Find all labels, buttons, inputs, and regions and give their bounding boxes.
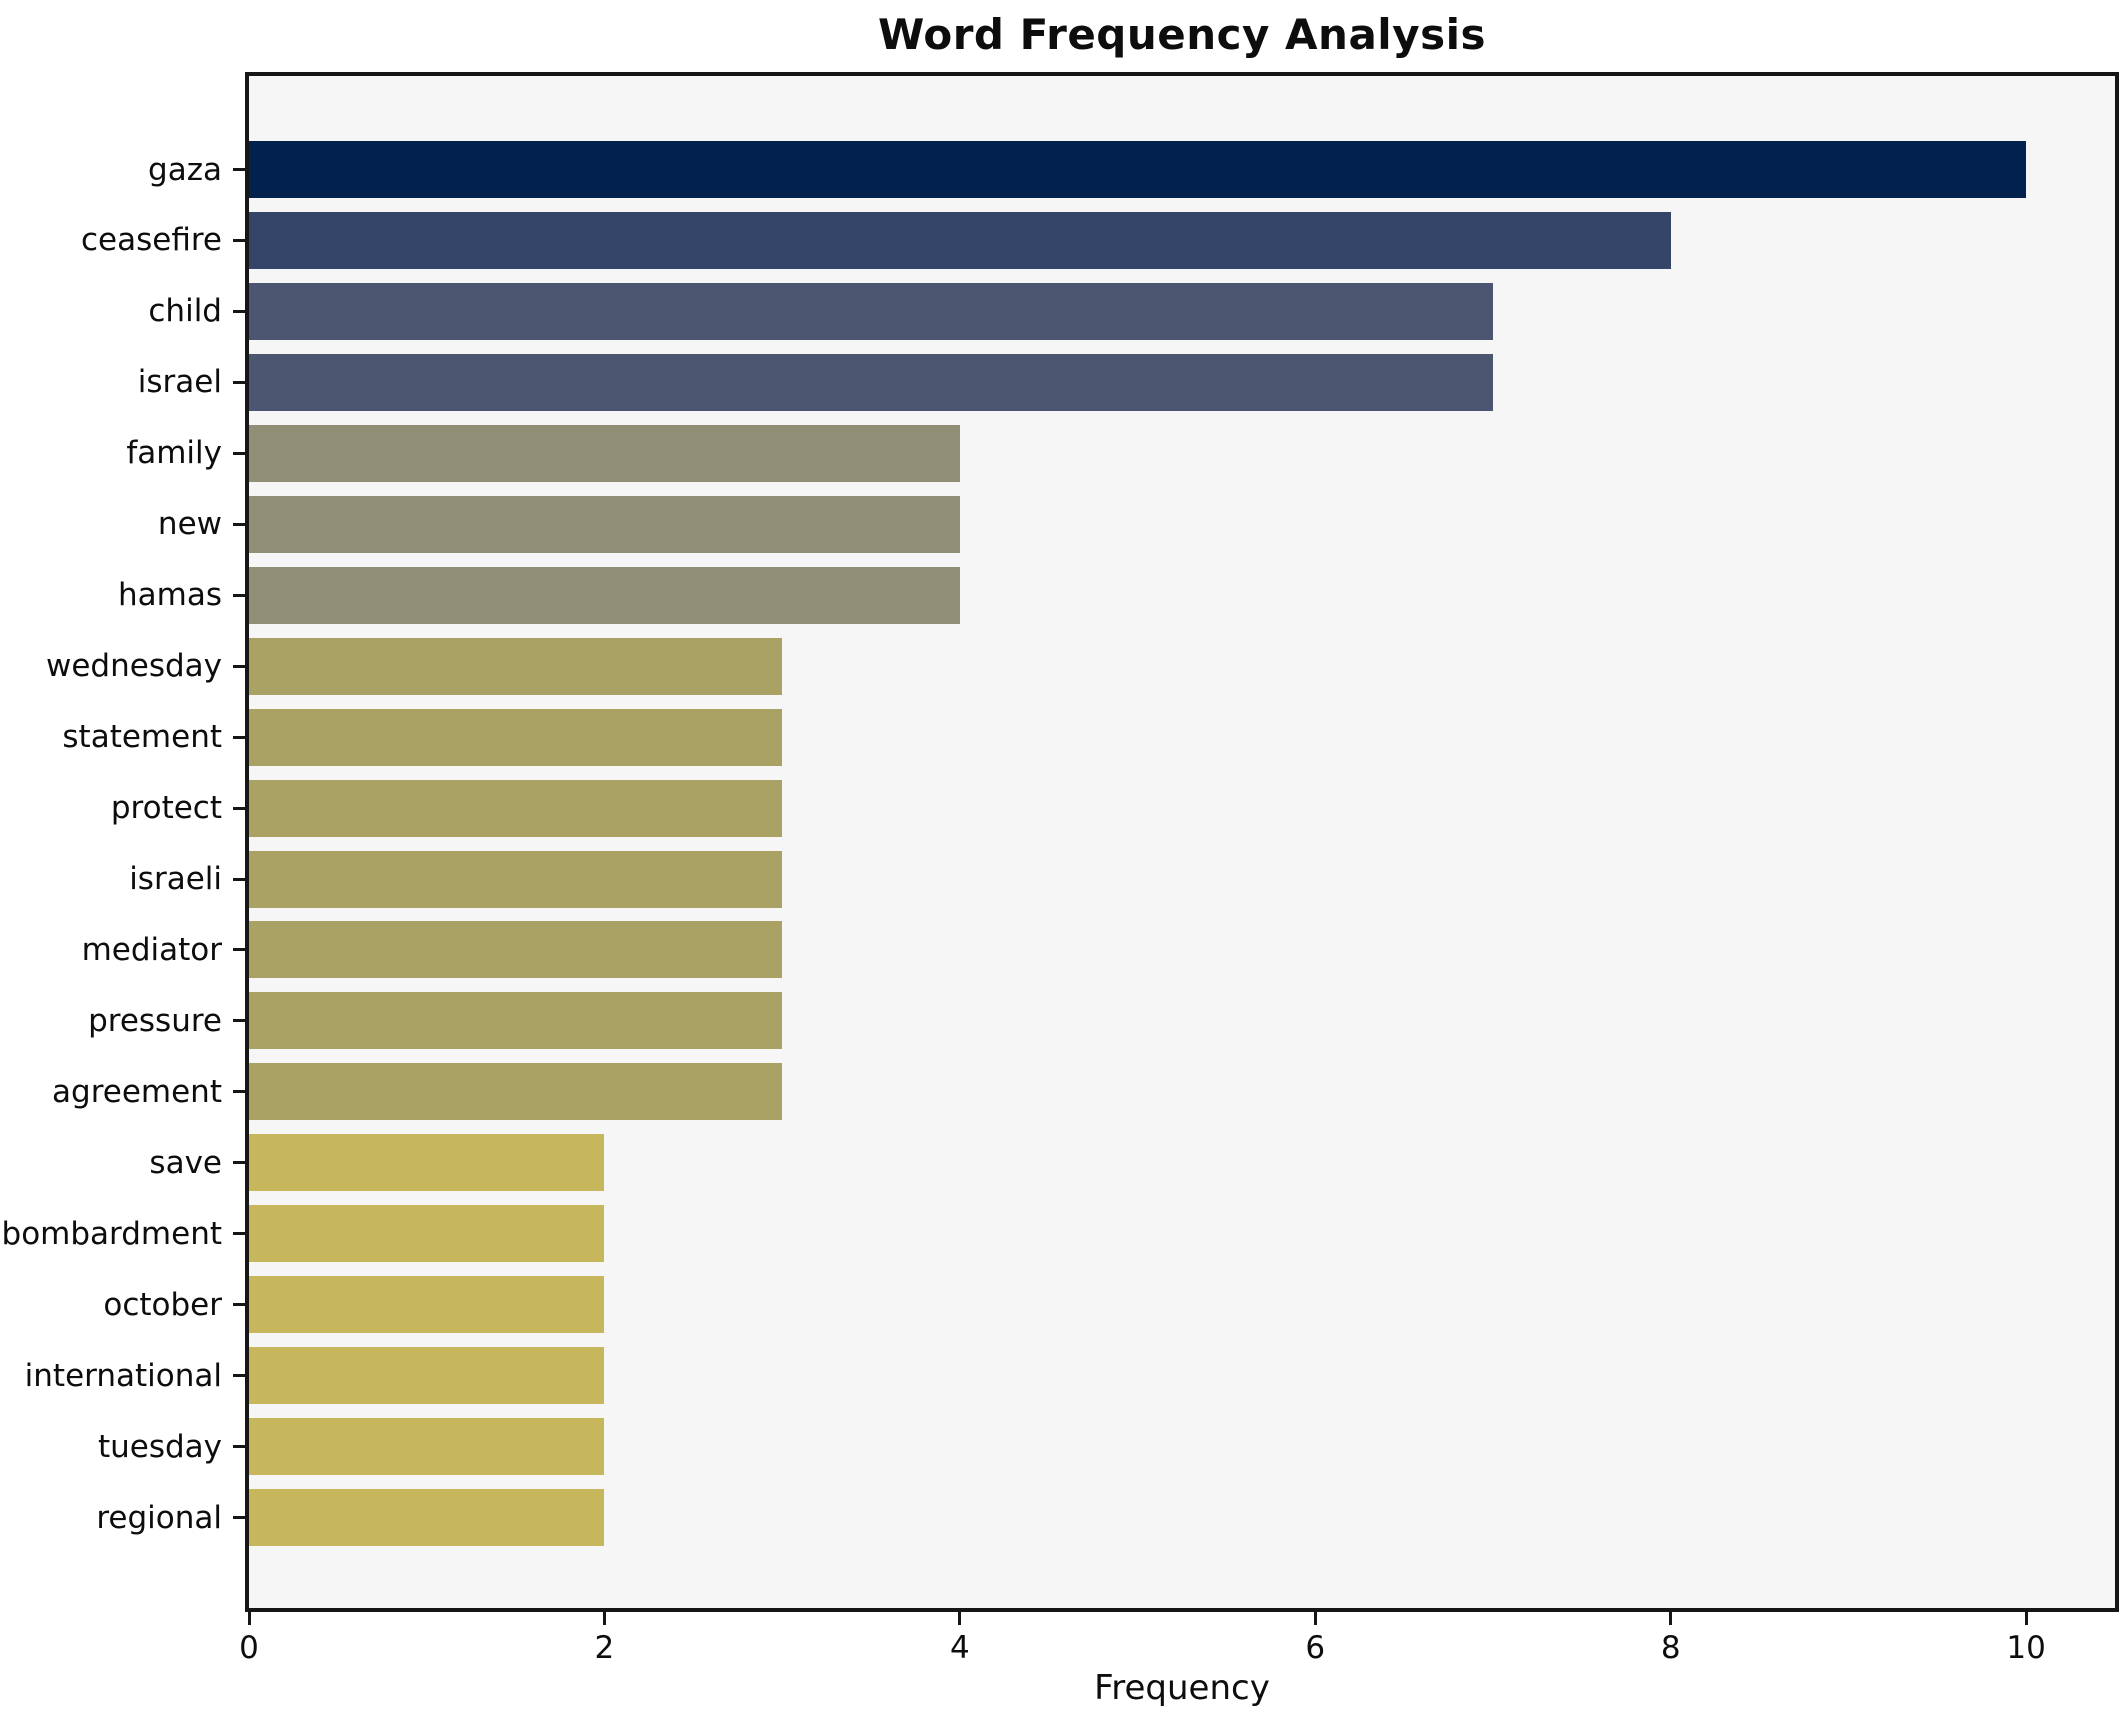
y-tick-label-protect: protect — [110, 790, 222, 827]
bar-october — [249, 1276, 605, 1334]
y-tick-label-ceasefire: ceasefire — [81, 222, 222, 259]
y-tick-label-october: october — [103, 1286, 222, 1323]
x-tick-6 — [1313, 1612, 1317, 1625]
bar-ceasefire — [249, 211, 1671, 269]
bar-israeli — [249, 850, 783, 908]
y-tick-family — [233, 451, 245, 455]
y-tick-label-family: family — [126, 435, 222, 472]
y-tick-bombardment — [233, 1232, 245, 1236]
y-tick-label-statement: statement — [62, 719, 222, 756]
y-tick-label-new: new — [157, 506, 222, 543]
bar-bombardment — [249, 1205, 605, 1263]
y-tick-save — [233, 1161, 245, 1165]
x-tick-8 — [1669, 1612, 1673, 1625]
y-tick-label-tuesday: tuesday — [97, 1428, 222, 1465]
x-tick-label-4: 4 — [949, 1630, 970, 1666]
x-tick-0 — [247, 1612, 251, 1625]
y-tick-mediator — [233, 948, 245, 952]
x-tick-label-6: 6 — [1305, 1630, 1326, 1666]
bar-child — [249, 282, 1493, 340]
y-tick-regional — [233, 1516, 245, 1520]
bar-mediator — [249, 921, 783, 979]
y-tick-statement — [233, 735, 245, 739]
bar-protect — [249, 779, 783, 837]
y-tick-wednesday — [233, 664, 245, 668]
bar-wednesday — [249, 637, 783, 695]
y-tick-tuesday — [233, 1445, 245, 1449]
bar-israel — [249, 353, 1493, 411]
x-tick-label-0: 0 — [239, 1630, 259, 1666]
x-tick-2 — [602, 1612, 606, 1625]
bar-agreement — [249, 1063, 783, 1121]
y-tick-label-regional: regional — [96, 1499, 222, 1536]
x-axis-label: Frequency — [1094, 1668, 1270, 1708]
y-tick-label-bombardment: bombardment — [1, 1215, 222, 1252]
bar-regional — [249, 1489, 605, 1547]
y-tick-israel — [233, 380, 245, 384]
y-tick-label-save: save — [149, 1144, 222, 1181]
bar-save — [249, 1134, 605, 1192]
y-tick-label-israel: israel — [137, 364, 222, 401]
bar-hamas — [249, 566, 960, 624]
bar-new — [249, 495, 960, 553]
bar-pressure — [249, 992, 783, 1050]
y-tick-ceasefire — [233, 238, 245, 242]
y-tick-international — [233, 1374, 245, 1378]
y-tick-new — [233, 522, 245, 526]
x-tick-4 — [958, 1612, 962, 1625]
bar-statement — [249, 708, 783, 766]
y-tick-label-gaza: gaza — [148, 151, 222, 188]
y-tick-label-international: international — [24, 1357, 222, 1394]
y-tick-october — [233, 1303, 245, 1307]
x-tick-label-10: 10 — [2006, 1630, 2046, 1666]
bar-family — [249, 424, 960, 482]
y-tick-label-mediator: mediator — [81, 931, 222, 968]
y-tick-israeli — [233, 877, 245, 881]
y-tick-hamas — [233, 593, 245, 597]
y-tick-protect — [233, 806, 245, 810]
chart-title: Word Frequency Analysis — [878, 10, 1486, 59]
y-tick-gaza — [233, 168, 245, 171]
y-tick-label-child: child — [148, 293, 222, 330]
x-tick-10 — [2024, 1612, 2028, 1625]
y-tick-label-israeli: israeli — [129, 861, 222, 897]
x-tick-label-8: 8 — [1660, 1630, 1681, 1666]
bar-tuesday — [249, 1418, 605, 1476]
y-tick-label-agreement: agreement — [52, 1073, 222, 1110]
y-tick-child — [233, 309, 245, 313]
plot-area — [245, 72, 2119, 1612]
x-tick-label-2: 2 — [594, 1630, 615, 1666]
y-tick-label-pressure: pressure — [88, 1002, 222, 1039]
y-tick-agreement — [233, 1090, 245, 1094]
y-tick-pressure — [233, 1019, 245, 1023]
bar-gaza — [249, 141, 2027, 198]
bar-international — [249, 1347, 605, 1405]
y-tick-label-wednesday: wednesday — [46, 648, 222, 685]
y-tick-label-hamas: hamas — [118, 577, 222, 614]
